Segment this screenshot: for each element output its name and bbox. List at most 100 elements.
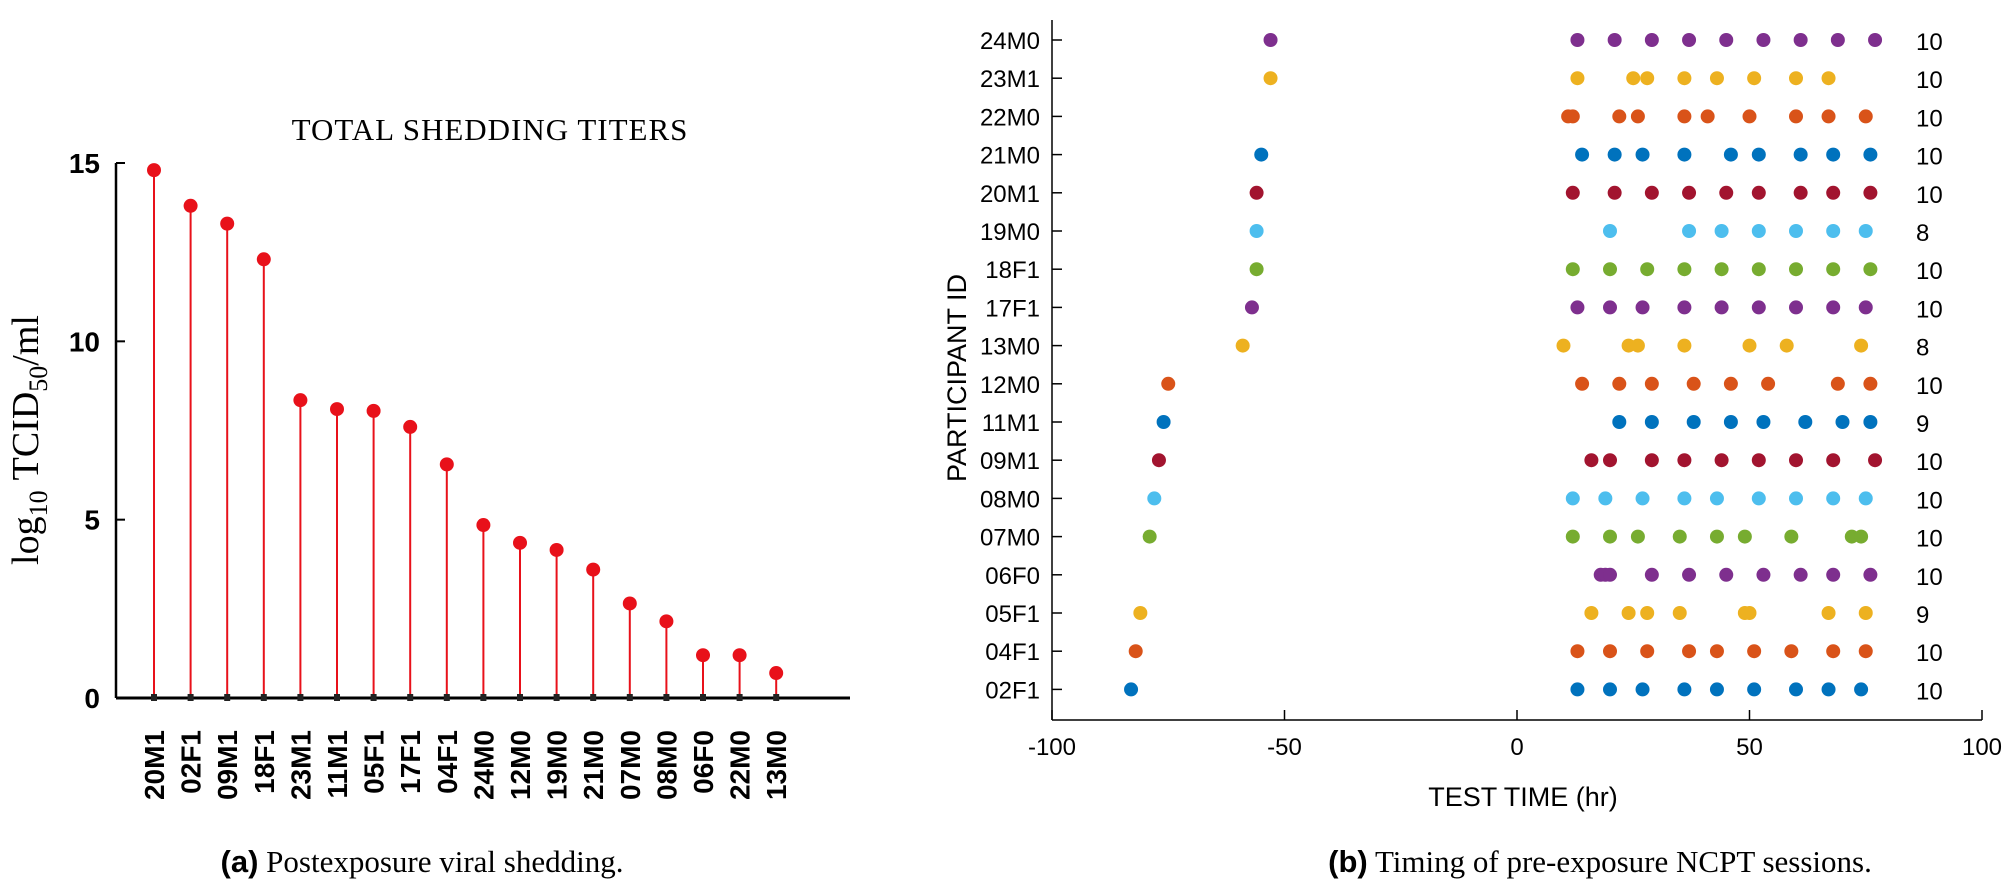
- category-label: 07M0: [615, 730, 646, 800]
- x-tick-mark: [151, 694, 157, 701]
- session-point: [1756, 33, 1771, 47]
- caption-a: (a) Postexposure viral shedding.: [221, 844, 624, 879]
- y-tick-label: 10: [69, 326, 100, 357]
- category-label: 22M0: [725, 730, 756, 800]
- session-point: [1714, 453, 1729, 468]
- x-tick-mark: [334, 694, 340, 701]
- panel-a-category-labels: 20M1 02F1 09M1 18F1 23M1 11M1 05F1 17F1 04F1 24M0…: [139, 730, 792, 800]
- session-point: [1635, 491, 1650, 506]
- session-point: [1644, 453, 1659, 468]
- stem-point: [622, 596, 637, 611]
- session-point: [1826, 567, 1841, 582]
- session-point: [1677, 147, 1692, 162]
- session-point: [1644, 567, 1659, 582]
- session-count-label: 10: [1916, 29, 1943, 56]
- session-point: [1682, 567, 1697, 582]
- participant-id-label: 12M0: [980, 372, 1040, 399]
- session-point: [1789, 109, 1803, 124]
- session-point: [1677, 300, 1692, 315]
- session-point: [1682, 185, 1697, 200]
- panel-b-points: [1124, 33, 1883, 697]
- participant-id-label: 17F1: [985, 295, 1040, 322]
- x-tick-mark: [590, 694, 597, 701]
- session-point: [1626, 71, 1641, 86]
- session-count-label: 10: [1916, 373, 1943, 400]
- session-point: [1640, 71, 1655, 86]
- session-point: [1737, 529, 1752, 544]
- session-point: [1709, 491, 1724, 506]
- session-point: [1565, 185, 1580, 200]
- session-point: [1826, 147, 1841, 162]
- session-count-label: 10: [1916, 678, 1943, 705]
- session-point: [1607, 147, 1622, 162]
- session-point: [1570, 682, 1585, 697]
- stem-point: [330, 402, 344, 417]
- session-point: [1789, 224, 1803, 238]
- x-tick-mark: [480, 694, 487, 701]
- session-point: [1570, 300, 1585, 315]
- category-label: 12M0: [505, 730, 536, 800]
- session-point: [1584, 453, 1599, 468]
- session-point: [1854, 338, 1869, 353]
- session-point: [1821, 682, 1836, 697]
- session-point: [1863, 376, 1878, 391]
- session-point: [1630, 529, 1645, 544]
- participant-id-label: 13M0: [980, 334, 1040, 361]
- session-point: [1789, 491, 1803, 506]
- session-point: [1751, 224, 1766, 238]
- session-point: [1789, 71, 1803, 86]
- session-point: [1751, 262, 1766, 277]
- y-tick-label: 15: [69, 148, 100, 179]
- stem-point: [549, 542, 564, 557]
- x-tick-mark: [700, 694, 706, 701]
- x-tick-mark: [553, 694, 560, 701]
- session-count-label: 10: [1916, 564, 1943, 591]
- x-tick-mark: [736, 694, 743, 701]
- session-point: [1677, 338, 1692, 353]
- session-count-label: 10: [1916, 182, 1943, 209]
- session-point: [1789, 300, 1803, 315]
- session-point: [1863, 147, 1878, 162]
- session-point: [1603, 567, 1617, 582]
- session-point: [1644, 415, 1659, 429]
- x-tick-mark: [224, 694, 231, 701]
- x-tick-label-b: 0: [1510, 734, 1523, 761]
- session-point: [1603, 644, 1617, 659]
- session-point: [1700, 109, 1715, 124]
- category-label: 04F1: [432, 730, 463, 794]
- session-point: [1742, 338, 1757, 353]
- session-point: [1161, 376, 1176, 391]
- session-point: [1868, 453, 1883, 468]
- session-point: [1858, 109, 1873, 124]
- session-point: [1607, 33, 1622, 47]
- participant-id-label: 21M0: [980, 143, 1040, 170]
- session-point: [1789, 453, 1803, 468]
- session-point: [1709, 644, 1724, 659]
- session-point: [1612, 376, 1627, 391]
- session-point: [1756, 415, 1771, 429]
- chart-title: TOTAL SHEDDING TITERS: [292, 112, 689, 147]
- session-point: [1598, 491, 1613, 506]
- participant-id-label: 23M1: [980, 66, 1040, 93]
- session-point: [1603, 224, 1617, 238]
- session-point: [1793, 185, 1808, 200]
- session-point: [1751, 453, 1766, 468]
- session-point: [1565, 262, 1580, 277]
- category-label: 09M1: [212, 730, 243, 800]
- session-point: [1751, 147, 1766, 162]
- session-point: [1128, 644, 1143, 659]
- session-point: [1826, 224, 1841, 238]
- session-point: [1244, 300, 1259, 315]
- session-point: [1644, 185, 1659, 200]
- session-count-label: 10: [1916, 296, 1943, 323]
- session-point: [1854, 682, 1869, 697]
- session-point: [1635, 300, 1650, 315]
- session-point: [1784, 644, 1799, 659]
- category-label: 02F1: [176, 730, 207, 794]
- session-point: [1793, 33, 1808, 47]
- session-point: [1779, 338, 1794, 353]
- x-tick-mark: [260, 694, 267, 701]
- participant-id-label: 04F1: [985, 639, 1040, 666]
- session-count-label: 9: [1916, 602, 1929, 629]
- session-point: [1147, 491, 1162, 506]
